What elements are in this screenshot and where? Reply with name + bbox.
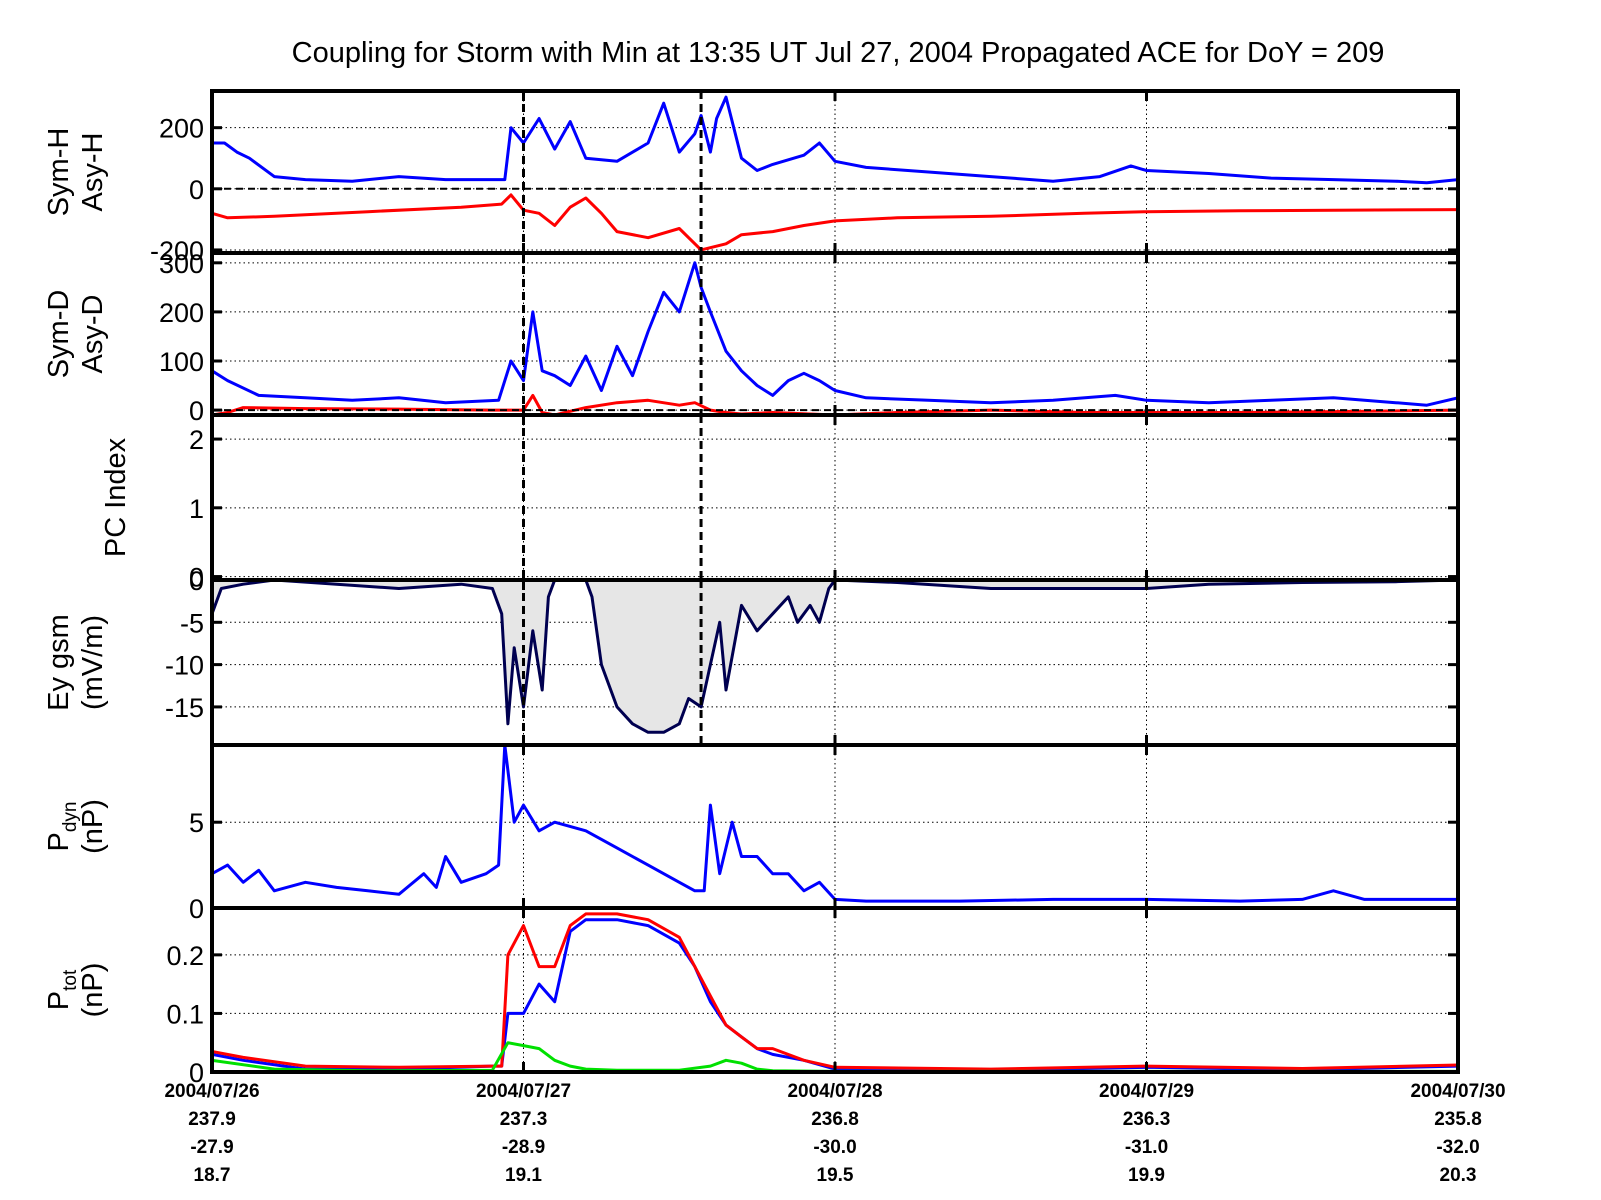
pdyn-series-blue xyxy=(212,745,1458,903)
ytick-label: 200 xyxy=(159,298,204,328)
panel-ey: -15 -10 -5 0 Ey gsm (mV/m) xyxy=(43,566,1460,747)
x-axis-labels: 2004/07/26 237.9 -27.9 18.7 2004/07/27 237.3 -… xyxy=(164,1081,1505,1186)
xtick-label: 236.3 xyxy=(1123,1109,1171,1130)
ylabel-line: (nP) xyxy=(77,799,109,854)
ptot-series-red xyxy=(212,912,1458,1071)
ytick-label: 0 xyxy=(189,1058,204,1088)
ylabel-symd: Sym-D Asy-D xyxy=(43,290,109,379)
ytick-label: 0 xyxy=(189,175,204,205)
ytick-label: 0 xyxy=(189,563,204,593)
ylabel-ptot: Ptot(nP) xyxy=(43,963,109,1018)
panel-symh: -200 0 200 Sym-H Asy-H xyxy=(43,89,1460,266)
ytick-label: 0.1 xyxy=(166,999,204,1029)
ytick-label: 1 xyxy=(189,494,204,524)
xtick-label: 19.1 xyxy=(505,1165,542,1186)
ylabel-line: PC Index xyxy=(100,437,132,557)
figure-title: Coupling for Storm with Min at 13:35 UT … xyxy=(292,37,1385,69)
ytick-label: 5 xyxy=(189,808,204,838)
ylabel-line: (mV/m) xyxy=(77,615,109,710)
xtick-label: -30.0 xyxy=(813,1137,856,1158)
ylabel-line: Asy-D xyxy=(77,295,109,374)
xtick-label: 19.5 xyxy=(817,1165,854,1186)
ylabel-pc: PC Index xyxy=(100,437,132,557)
xtick-label: -31.0 xyxy=(1125,1137,1168,1158)
symh-series-red xyxy=(212,193,1458,252)
xtick-label: 19.9 xyxy=(1128,1165,1165,1186)
ylabel-line: Ptot xyxy=(43,969,81,1010)
ytick-label: -15 xyxy=(165,693,204,723)
xtick-label: 235.8 xyxy=(1434,1109,1482,1130)
panel-symd: 0 100 200 300 Sym-D Asy-D xyxy=(43,249,1460,426)
ylabel-ey: Ey gsm (mV/m) xyxy=(43,614,109,711)
xtick-label: -32.0 xyxy=(1436,1137,1479,1158)
xtick-label: 20.3 xyxy=(1440,1165,1477,1186)
ylabel-line: Pdyn xyxy=(43,802,81,852)
ylabel-line: (nP) xyxy=(77,963,109,1018)
ytick-label: 0.2 xyxy=(166,941,204,971)
xtick-label: 2004/07/27 xyxy=(476,1081,571,1102)
ylabel-line: Asy-H xyxy=(77,133,109,212)
symd-series-blue xyxy=(212,261,1458,407)
xtick-label: 18.7 xyxy=(194,1165,231,1186)
ytick-label: 2 xyxy=(189,425,204,455)
ylabel-line: Sym-D xyxy=(43,290,75,379)
ylabel-symh: Sym-H Asy-H xyxy=(43,128,109,217)
xtick-label: -28.9 xyxy=(502,1137,545,1158)
xtick-label: 236.8 xyxy=(811,1109,859,1130)
panel-ptot: 0 0.1 0.2 Ptot(nP) xyxy=(43,906,1460,1088)
ytick-label: 200 xyxy=(159,114,204,144)
ey-fill-area xyxy=(212,580,1458,733)
ytick-label: 0 xyxy=(189,396,204,426)
xtick-label: 237.3 xyxy=(500,1109,548,1130)
ytick-label: -10 xyxy=(165,651,204,681)
ylabel-pdyn: Pdyn(nP) xyxy=(43,799,109,854)
ylabel-line: Sym-H xyxy=(43,128,75,217)
ytick-label: 0 xyxy=(189,566,204,596)
ylabel-line: Ey gsm xyxy=(43,614,75,711)
symh-series-blue xyxy=(212,95,1458,185)
xtick-label: -27.9 xyxy=(190,1137,233,1158)
ytick-label: -5 xyxy=(180,608,204,638)
xtick-label: 2004/07/29 xyxy=(1099,1081,1194,1102)
panel-pdyn: 0 5 Pdyn(nP) xyxy=(43,743,1460,924)
ytick-label: -200 xyxy=(150,236,204,266)
xtick-label: 2004/07/28 xyxy=(787,1081,882,1102)
panel-pc: 0 1 2 PC Index xyxy=(100,413,1460,593)
ytick-label: 300 xyxy=(159,249,204,279)
ytick-label: 100 xyxy=(159,347,204,377)
ytick-label: 0 xyxy=(189,894,204,924)
xtick-label: 237.9 xyxy=(188,1109,236,1130)
xtick-label: 2004/07/30 xyxy=(1410,1081,1505,1102)
xtick-label: 2004/07/26 xyxy=(164,1081,259,1102)
